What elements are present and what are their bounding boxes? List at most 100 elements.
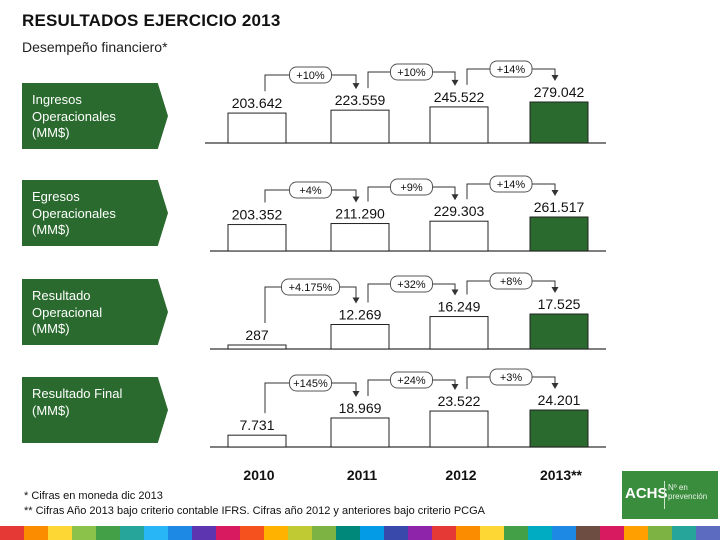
bar bbox=[429, 316, 489, 350]
growth-badge bbox=[390, 178, 433, 196]
growth-badge bbox=[489, 60, 533, 78]
footnote-1: * Cifras en moneda dic 2013 bbox=[24, 490, 163, 502]
data-label: 261.517 bbox=[534, 199, 585, 215]
growth-badge bbox=[390, 275, 433, 293]
growth-label: +14% bbox=[497, 179, 526, 191]
growth-label: +10% bbox=[397, 67, 426, 79]
bar bbox=[330, 109, 390, 144]
row-label-resultado-operacional: Resultado Operacional (MM$) bbox=[22, 279, 168, 345]
strip-segment bbox=[216, 526, 240, 540]
row-label-text: Ingresos Operacionales (MM$) bbox=[32, 92, 116, 140]
strip-segment bbox=[48, 526, 72, 540]
growth-label: +24% bbox=[397, 375, 426, 387]
data-label: 223.559 bbox=[335, 92, 386, 108]
strip-segment bbox=[24, 526, 48, 540]
strip-segment bbox=[240, 526, 264, 540]
growth-arrow-head bbox=[451, 289, 459, 296]
strip-segment bbox=[168, 526, 192, 540]
strip-segment bbox=[0, 526, 24, 540]
strip-segment bbox=[408, 526, 432, 540]
strip-segment bbox=[96, 526, 120, 540]
strip-segment bbox=[552, 526, 576, 540]
data-label: 211.290 bbox=[335, 206, 385, 222]
bar bbox=[227, 434, 287, 448]
data-label: 203.352 bbox=[232, 207, 283, 223]
growth-arrow-head bbox=[451, 194, 459, 201]
data-label: 245.522 bbox=[434, 89, 485, 105]
row-label-text: Resultado Final (MM$) bbox=[32, 386, 123, 418]
data-label: 24.201 bbox=[538, 392, 581, 408]
data-label: 7.731 bbox=[239, 417, 274, 433]
strip-segment bbox=[672, 526, 696, 540]
strip-segment bbox=[576, 526, 600, 540]
growth-badge bbox=[281, 278, 340, 296]
strip-segment bbox=[336, 526, 360, 540]
growth-arrow-head bbox=[352, 297, 360, 304]
data-label: 229.303 bbox=[434, 203, 485, 219]
logo-divider bbox=[664, 481, 665, 509]
strip-segment bbox=[120, 526, 144, 540]
x-tick-label: 2013** bbox=[540, 467, 583, 483]
achs-logo: ACHS Nº en prevención bbox=[622, 471, 718, 519]
row-label-text: Egresos Operacionales (MM$) bbox=[32, 189, 116, 237]
x-tick-label: 2010 bbox=[243, 467, 274, 483]
growth-arrow-head bbox=[551, 287, 559, 293]
strip-segment bbox=[624, 526, 648, 540]
growth-label: +14% bbox=[497, 64, 526, 76]
strip-segment bbox=[504, 526, 528, 540]
bar bbox=[227, 112, 287, 144]
growth-label: +32% bbox=[397, 279, 426, 291]
bar bbox=[227, 344, 287, 350]
strip-segment bbox=[456, 526, 480, 540]
growth-badge bbox=[489, 272, 533, 290]
strip-segment bbox=[312, 526, 336, 540]
growth-badge bbox=[289, 66, 332, 84]
page-title: RESULTADOS EJERCICIO 2013 bbox=[22, 11, 281, 30]
bar bbox=[429, 106, 489, 144]
growth-label: +4% bbox=[299, 185, 322, 197]
growth-arrow-head bbox=[551, 383, 559, 389]
row-label-resultado-final: Resultado Final (MM$) bbox=[22, 377, 168, 443]
bar bbox=[529, 101, 589, 144]
data-label: 17.525 bbox=[538, 296, 581, 312]
strip-segment bbox=[600, 526, 624, 540]
data-label: 16.249 bbox=[438, 299, 481, 315]
growth-badge bbox=[489, 368, 533, 386]
page-subtitle: Desempeño financiero* bbox=[22, 39, 168, 55]
growth-arrow-head bbox=[352, 83, 360, 90]
color-strip bbox=[0, 526, 720, 540]
data-label: 279.042 bbox=[534, 84, 585, 100]
growth-label: +4.175% bbox=[289, 282, 333, 294]
growth-arrow-head bbox=[352, 390, 360, 397]
row-label-egresos: Egresos Operacionales (MM$) bbox=[22, 180, 168, 246]
strip-segment bbox=[72, 526, 96, 540]
bar bbox=[529, 313, 589, 350]
bar bbox=[429, 220, 489, 252]
growth-badge bbox=[289, 374, 332, 392]
growth-badge bbox=[390, 371, 433, 389]
data-label: 12.269 bbox=[339, 306, 382, 322]
bar bbox=[429, 410, 489, 448]
strip-segment bbox=[528, 526, 552, 540]
strip-segment bbox=[360, 526, 384, 540]
bar bbox=[529, 409, 589, 448]
strip-segment bbox=[192, 526, 216, 540]
row-label-ingresos: Ingresos Operacionales (MM$) bbox=[22, 83, 168, 149]
bar bbox=[529, 216, 589, 252]
growth-arrow-head bbox=[551, 190, 559, 196]
strip-segment bbox=[384, 526, 408, 540]
strip-segment bbox=[648, 526, 672, 540]
row-label-text: Resultado Operacional (MM$) bbox=[32, 288, 103, 336]
growth-label: +8% bbox=[500, 276, 523, 288]
x-tick-label: 2012 bbox=[445, 467, 476, 483]
growth-label: +3% bbox=[500, 372, 523, 384]
strip-segment bbox=[480, 526, 504, 540]
growth-arrow-head bbox=[352, 196, 360, 203]
financial-bar-chart: 203.642 223.559 245.522 279.042 +10% +10% +14%… bbox=[205, 60, 606, 483]
logo-brand: ACHS bbox=[625, 485, 668, 502]
growth-arrow-head bbox=[451, 384, 459, 391]
growth-badge bbox=[489, 175, 533, 193]
bar bbox=[227, 224, 287, 252]
x-tick-label: 2011 bbox=[347, 467, 378, 483]
strip-segment bbox=[264, 526, 288, 540]
